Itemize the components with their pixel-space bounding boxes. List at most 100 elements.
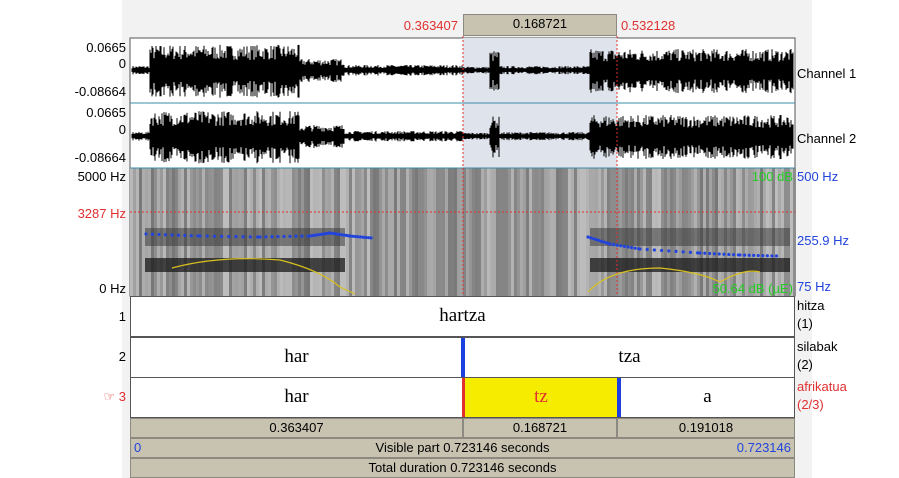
pitch-top: 500 Hz: [797, 169, 838, 184]
spectrogram-column: [475, 168, 478, 296]
spectrogram-column: [358, 168, 361, 296]
spectrogram-column: [409, 168, 412, 296]
tier-count: (1): [797, 316, 813, 331]
spectrogram-column: [457, 168, 460, 296]
spectrogram-column: [574, 168, 577, 296]
pitch-dot: [619, 244, 622, 247]
amp-min: -0.08664: [20, 84, 126, 99]
spectrogram-column: [535, 168, 538, 296]
pitch-dot: [713, 252, 716, 255]
spectrogram-column: [508, 168, 511, 296]
duration-button[interactable]: 0.363407: [130, 418, 463, 438]
spectrogram-column: [442, 168, 445, 296]
spectrogram-column: [388, 168, 391, 296]
interval-label: tza: [465, 338, 794, 377]
pitch-dot: [634, 247, 637, 250]
spectrogram-column: [511, 168, 514, 296]
visible-end: 0.723146: [690, 440, 791, 455]
spectrogram-column: [529, 168, 532, 296]
spectrogram-column: [547, 168, 550, 296]
tier-name: hitza: [797, 298, 824, 313]
spectrogram-column: [370, 168, 373, 296]
spectrogram-column: [505, 168, 508, 296]
spectrogram-column: [484, 168, 487, 296]
pitch-dot: [630, 246, 633, 249]
amp-min: -0.08664: [20, 150, 126, 165]
spectrogram-column: [541, 168, 544, 296]
spectrogram-column: [367, 168, 370, 296]
spectrogram-column: [487, 168, 490, 296]
tier[interactable]: hartza: [130, 296, 795, 337]
spectrogram-column: [379, 168, 382, 296]
pitch-dot: [294, 235, 297, 238]
pitch-dot: [258, 235, 261, 238]
pitch-dot: [282, 235, 285, 238]
spectrogram-column: [550, 168, 553, 296]
pitch-dot: [144, 232, 147, 235]
spectrogram-column: [382, 168, 385, 296]
amp-zero: 0: [20, 122, 126, 137]
spectrogram-column: [349, 168, 352, 296]
spectrogram-column: [553, 168, 556, 296]
interval-label: tz: [465, 378, 617, 417]
spectrogram-column: [493, 168, 496, 296]
pitch-dot: [183, 234, 186, 237]
pitch-dot: [626, 245, 629, 248]
spectrogram-column: [142, 168, 145, 296]
tier[interactable]: har tza: [130, 337, 795, 378]
spectrogram-column: [139, 168, 142, 296]
spectrogram-column: [526, 168, 529, 296]
duration-button[interactable]: 0.168721: [463, 418, 617, 438]
pitch-dot: [288, 235, 291, 238]
tier-name: afrikatua: [797, 379, 847, 394]
spectrogram-column: [385, 168, 388, 296]
pitch-dot: [748, 254, 751, 257]
spectrogram-column: [427, 168, 430, 296]
formant-band: [145, 228, 345, 246]
pitch-dot: [190, 234, 193, 237]
pitch-dot: [206, 235, 209, 238]
pitch-dot: [276, 235, 279, 238]
pitch-dot: [766, 254, 769, 257]
spectrogram-column: [556, 168, 559, 296]
pitch-dot: [234, 235, 237, 238]
spectrogram-column: [448, 168, 451, 296]
spectrogram-column: [364, 168, 367, 296]
spectrogram-column: [433, 168, 436, 296]
spectrogram-column: [532, 168, 535, 296]
pitch-dot: [752, 254, 755, 257]
intensity-bottom: 50.64 dB (µE): [600, 281, 793, 296]
duration-button[interactable]: 0.191018: [617, 418, 795, 438]
formant-band: [590, 228, 790, 246]
spectrogram-column: [478, 168, 481, 296]
spectrogram-column: [412, 168, 415, 296]
pitch-dot: [757, 254, 760, 257]
pitch-dot: [708, 252, 711, 255]
pitch-dot: [653, 248, 656, 251]
pitch-dot: [689, 251, 692, 254]
spectrogram-column: [391, 168, 394, 296]
spectrogram-column: [793, 168, 796, 296]
tier-number: 2: [20, 349, 126, 364]
amp-max: 0.0665: [20, 105, 126, 120]
spectrogram-column: [544, 168, 547, 296]
pitch-dot: [667, 249, 670, 252]
spectrogram-column: [514, 168, 517, 296]
spectrogram-column: [439, 168, 442, 296]
pitch-dot: [761, 254, 764, 257]
pitch-dot: [682, 250, 685, 253]
spectrogram-column: [373, 168, 376, 296]
pitch-dot: [732, 253, 735, 256]
tier[interactable]: har tz a: [130, 377, 795, 418]
spectrogram-column: [571, 168, 574, 296]
spectrogram-column: [397, 168, 400, 296]
pitch-dot: [177, 234, 180, 237]
pitch-cursor: 255.9 Hz: [797, 233, 849, 248]
visible-start: 0: [134, 440, 141, 455]
total-duration-button[interactable]: Total duration 0.723146 seconds: [130, 458, 795, 478]
pitch-dot: [300, 235, 303, 238]
pitch-bottom: 75 Hz: [797, 279, 831, 294]
pitch-dot: [213, 235, 216, 238]
spectrogram-column: [472, 168, 475, 296]
channel-name: Channel 2: [797, 131, 856, 146]
